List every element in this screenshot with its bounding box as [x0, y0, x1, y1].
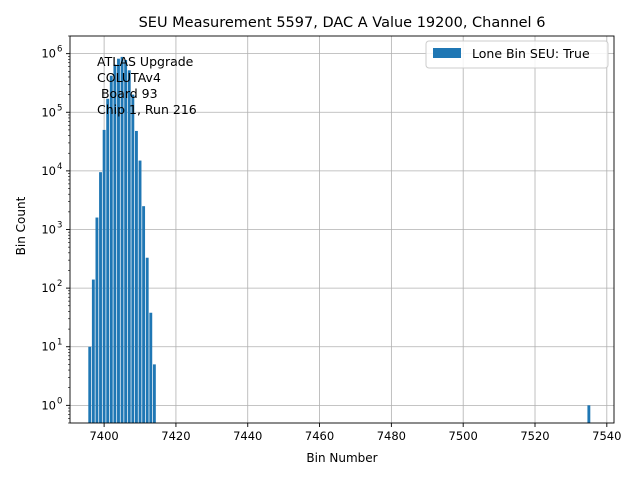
bar [88, 346, 92, 423]
bar [120, 56, 124, 423]
annotation-line: Board 93 [97, 86, 158, 101]
x-axis-label: Bin Number [306, 451, 377, 465]
chart-title: SEU Measurement 5597, DAC A Value 19200,… [139, 15, 546, 31]
bar [102, 129, 106, 423]
x-tick-label: 7540 [592, 429, 621, 443]
bar [587, 405, 591, 423]
y-tick-label: 10 [41, 105, 56, 119]
x-tick-label: 7420 [161, 429, 190, 443]
bar [152, 364, 156, 423]
x-tick-label: 7400 [89, 429, 118, 443]
y-tick-exponent: 2 [57, 279, 62, 289]
y-tick-exponent: 1 [57, 338, 62, 348]
bar [127, 70, 131, 424]
bar [109, 75, 113, 423]
x-tick-label: 7500 [449, 429, 478, 443]
y-tick-exponent: 6 [57, 45, 62, 55]
bar [124, 59, 128, 423]
y-tick-label: 10 [41, 340, 56, 354]
y-tick-label: 10 [41, 223, 56, 237]
legend: Lone Bin SEU: True [425, 40, 609, 69]
bar [106, 98, 110, 423]
y-tick-label: 10 [41, 398, 56, 412]
y-tick-exponent: 5 [57, 103, 62, 113]
legend-box [425, 40, 609, 69]
annotation-line: COLUTAv4 [97, 70, 161, 85]
y-tick-label: 10 [41, 47, 56, 61]
bar [142, 206, 146, 423]
annotation-line: ATLAS Upgrade [97, 54, 194, 69]
y-tick-exponent: 0 [57, 396, 62, 406]
bar [95, 217, 99, 423]
annotation-line: Chip 1, Run 216 [97, 102, 197, 117]
x-tick-label: 7460 [305, 429, 334, 443]
grid-layer [70, 36, 614, 423]
bar [91, 279, 95, 423]
bar [131, 94, 135, 423]
bar [149, 312, 153, 423]
y-tick-label: 10 [41, 281, 56, 295]
bar [113, 64, 117, 423]
bar [138, 160, 142, 423]
x-tick-label: 7440 [233, 429, 262, 443]
x-tick-label: 7480 [377, 429, 406, 443]
y-tick-label: 10 [41, 164, 56, 178]
bars-layer [88, 56, 591, 424]
bar [117, 58, 120, 423]
y-tick-exponent: 3 [57, 221, 62, 231]
legend-label: Lone Bin SEU: True [472, 46, 590, 61]
y-tick-exponent: 4 [57, 162, 62, 172]
y-axis-label: Bin Count [14, 196, 28, 255]
bar [134, 130, 138, 423]
bar [99, 172, 102, 423]
x-tick-label: 7520 [520, 429, 549, 443]
bar [145, 257, 149, 423]
legend-swatch [433, 48, 461, 58]
